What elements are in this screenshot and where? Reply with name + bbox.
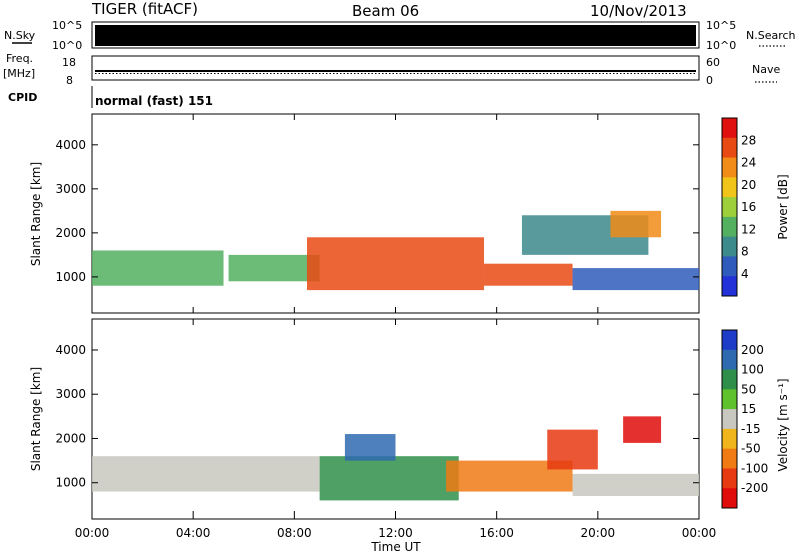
time-axis-tick-label: 08:00 xyxy=(277,526,312,540)
velocity-colorbar-segment xyxy=(722,428,737,450)
nsky-tick-top: 10^5 xyxy=(52,19,82,32)
power-echo-region xyxy=(306,237,485,291)
velocity-colorbar-tick-label: 200 xyxy=(741,343,764,357)
velocity-colorbar-tick-label: -50 xyxy=(741,442,761,456)
power-colorbar-frame xyxy=(721,117,738,297)
velocity-colorbar-segment xyxy=(722,389,737,410)
cpid-panel: CPID normal (fast) 151 xyxy=(8,86,213,108)
velocity-y-tick-label: 4000 xyxy=(55,343,86,357)
velocity-panel: 1000 2000 3000 4000 Slant Range [km] 200 100… xyxy=(29,318,790,520)
velocity-colorbar-label: Velocity [m s⁻¹] xyxy=(776,378,790,471)
power-echo-region xyxy=(92,250,224,286)
velocity-echo-region xyxy=(572,473,699,496)
velocity-y-tick-label: 3000 xyxy=(55,387,86,401)
freq-label-line2: [MHz] xyxy=(3,67,35,80)
nave-tick-bottom: 0 xyxy=(706,74,713,87)
cpid-mode: normal (fast) 151 xyxy=(95,94,213,108)
velocity-colorbar-segment xyxy=(722,369,737,390)
power-colorbar-segment xyxy=(722,276,737,297)
freq-tick-bottom: 8 xyxy=(66,74,73,87)
nsky-panel: N.Sky 10^5 10^0 10^5 10^0 N.Search xyxy=(4,19,796,52)
station-title: TIGER (fitACF) xyxy=(91,0,198,18)
velocity-colorbar-segment xyxy=(722,468,737,489)
velocity-colorbar-tick-label: -15 xyxy=(741,422,761,436)
velocity-colorbar-segment xyxy=(722,448,737,469)
velocity-colorbar-tick-label: 15 xyxy=(741,402,756,416)
power-echo-region xyxy=(484,263,573,286)
power-colorbar-label: Power [dB] xyxy=(776,174,790,239)
power-colorbar-segment xyxy=(722,216,737,238)
velocity-colorbar-tick-label: 50 xyxy=(741,382,756,396)
nsky-label: N.Sky xyxy=(4,29,36,42)
power-echo-region xyxy=(572,268,699,291)
velocity-echo-region xyxy=(319,456,459,501)
velocity-colorbar-segment xyxy=(722,409,737,430)
velocity-colorbar: 200 100 50 15 -15 -50 -100 -200 xyxy=(721,329,768,509)
velocity-echo-region xyxy=(623,416,662,443)
power-colorbar-segment xyxy=(722,137,737,159)
time-axis-tick-label: 20:00 xyxy=(581,526,616,540)
nave-label: Nave xyxy=(752,63,780,76)
power-colorbar-tick-label: 4 xyxy=(741,267,749,281)
power-y-tick-label: 1000 xyxy=(55,270,86,284)
time-axis-label: Time UT xyxy=(370,540,421,554)
velocity-echo-region xyxy=(92,456,320,492)
velocity-y-tick-label: 1000 xyxy=(55,476,86,490)
power-colorbar-segment xyxy=(722,256,737,277)
power-colorbar-tick-label: 12 xyxy=(741,222,756,236)
power-colorbar-segment xyxy=(722,236,737,257)
velocity-y-tick-label: 2000 xyxy=(55,431,86,445)
velocity-echo-region xyxy=(547,429,598,470)
velocity-y-axis: 1000 2000 3000 4000 xyxy=(55,343,699,490)
velocity-colorbar-tick-label: -100 xyxy=(741,461,768,475)
time-axis-tick-label: 12:00 xyxy=(378,526,413,540)
power-y-axis: 1000 2000 3000 4000 xyxy=(55,138,699,284)
power-echo-region xyxy=(228,254,320,282)
power-y-tick-label: 2000 xyxy=(55,226,86,240)
nsearch-tick-bottom: 10^0 xyxy=(706,39,736,52)
power-colorbar: 4 8 12 16 20 24 28 xyxy=(721,117,756,297)
velocity-colorbar-tick-label: -200 xyxy=(741,481,768,495)
beam-label: Beam 06 xyxy=(352,2,419,20)
power-echo-region xyxy=(610,210,662,238)
power-data-layer xyxy=(92,210,699,291)
time-axis-tick-label: 04:00 xyxy=(176,526,211,540)
power-colorbar-segment xyxy=(722,157,737,178)
date-label: 10/Nov/2013 xyxy=(590,2,687,20)
time-axis-tick-label: 16:00 xyxy=(479,526,514,540)
power-colorbar-tick-label: 24 xyxy=(741,156,756,170)
power-colorbar-tick-label: 28 xyxy=(741,133,756,147)
velocity-colorbar-segment xyxy=(722,349,737,371)
power-y-axis-label: Slant Range [km] xyxy=(29,162,43,266)
nave-tick-top: 60 xyxy=(706,56,720,69)
power-colorbar-segment xyxy=(722,118,737,139)
freq-tick-top: 18 xyxy=(62,56,76,69)
velocity-echo-region xyxy=(344,434,396,461)
power-y-tick-label: 3000 xyxy=(55,182,86,196)
velocity-colorbar-frame xyxy=(721,329,738,509)
nsearch-tick-top: 10^5 xyxy=(706,19,736,32)
power-colorbar-tick-label: 8 xyxy=(741,245,749,259)
time-axis: 00:00 04:00 08:00 12:00 16:00 20:00 00:00 xyxy=(75,114,717,540)
power-panel: 1000 2000 3000 4000 Slant Range [km] 4 8 12 16… xyxy=(29,113,790,314)
power-colorbar-tick-label: 16 xyxy=(741,200,756,214)
freq-panel: Freq. [MHz] 18 8 60 0 Nave xyxy=(3,52,780,87)
freq-label-line1: Freq. xyxy=(6,52,33,65)
nsky-tick-bottom: 10^0 xyxy=(52,39,82,52)
power-colorbar-segment xyxy=(722,177,737,198)
cpid-label: CPID xyxy=(8,91,37,104)
nsearch-label: N.Search xyxy=(746,29,796,42)
velocity-colorbar-segment xyxy=(722,330,737,351)
nsky-trace xyxy=(95,25,696,46)
time-axis-tick-label: 00:00 xyxy=(682,526,717,540)
power-y-tick-label: 4000 xyxy=(55,138,86,152)
power-colorbar-tick-label: 20 xyxy=(741,178,756,192)
velocity-colorbar-tick-label: 100 xyxy=(741,363,764,377)
velocity-y-axis-label: Slant Range [km] xyxy=(29,367,43,471)
time-axis-tick-label: 00:00 xyxy=(75,526,110,540)
velocity-colorbar-segment xyxy=(722,488,737,509)
velocity-data-layer xyxy=(92,416,699,501)
power-colorbar-segment xyxy=(722,197,737,218)
